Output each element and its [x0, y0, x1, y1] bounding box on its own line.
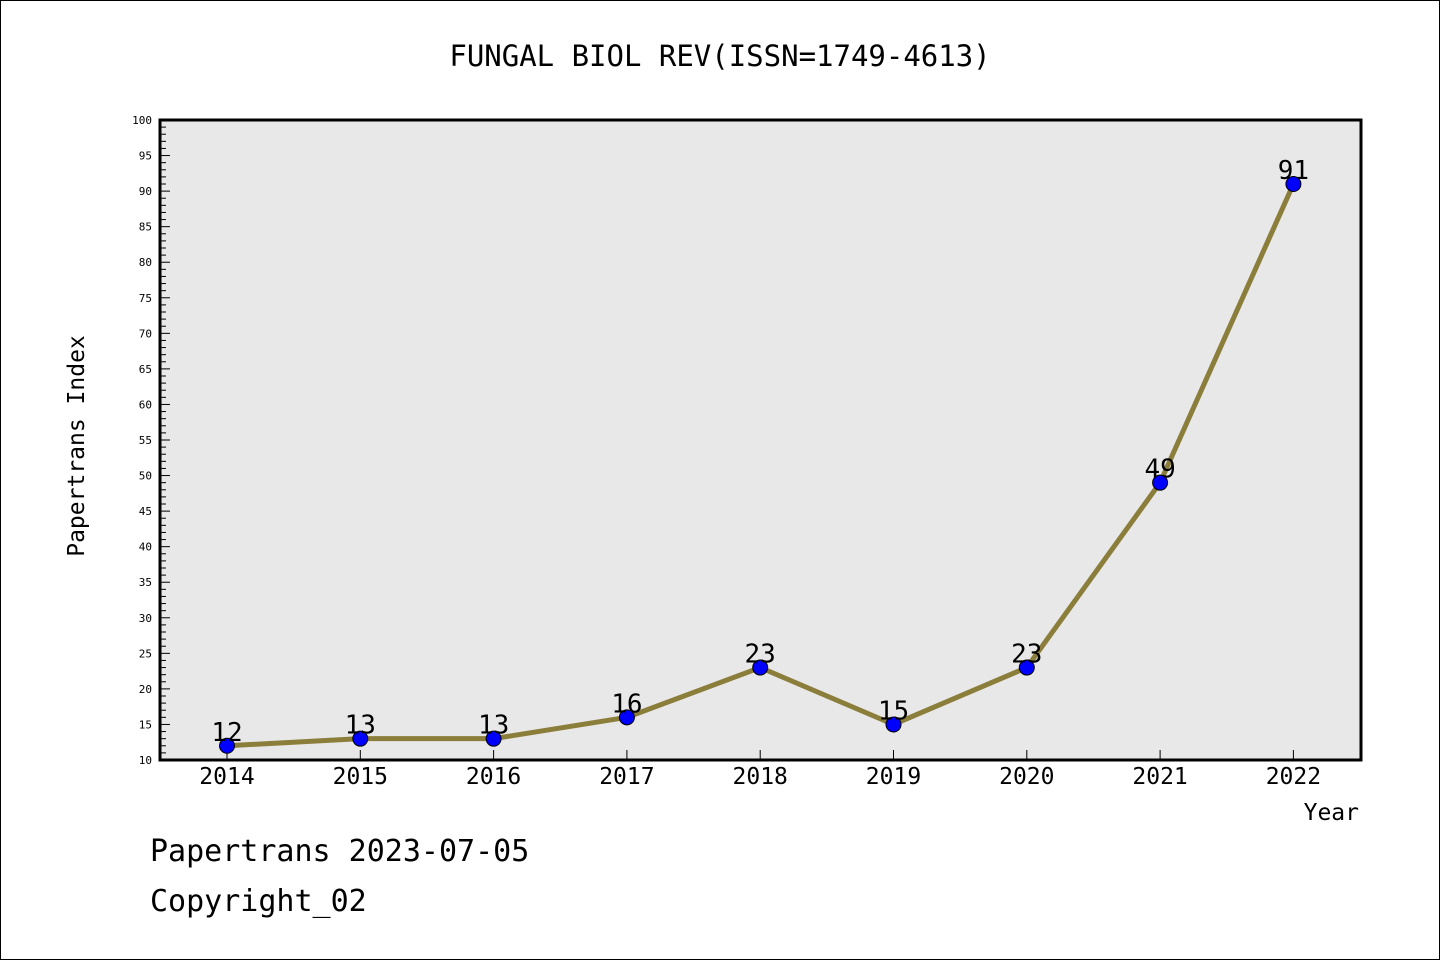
data-point — [618, 709, 635, 726]
x-axis: 2014 2015 2016 2017 2018 2019 2020 2021 2022 — [199, 750, 1321, 790]
y-tick-label: 50 — [139, 470, 152, 483]
data-point — [219, 737, 235, 754]
y-tick-label: 75 — [139, 292, 152, 305]
x-tick-label: 2016 — [466, 764, 521, 790]
data-point — [1018, 659, 1035, 676]
x-tick-label: 2018 — [733, 764, 788, 790]
y-tick-label: 30 — [139, 612, 152, 625]
y-tick-label: 100 — [132, 114, 152, 127]
x-tick-label: 2015 — [333, 764, 388, 790]
footer-date: Papertrans 2023-07-05 — [150, 834, 530, 869]
plot-area — [158, 118, 1363, 762]
chart-title: FUNGAL BIOL REV(ISSN=1749-4613) — [449, 39, 990, 73]
y-axis-label: Papertrans Index — [64, 335, 90, 557]
x-tick-label: 2019 — [866, 764, 921, 790]
data-label: 49 — [1144, 455, 1175, 485]
y-tick-label: 25 — [139, 647, 152, 660]
x-tick-label: 2017 — [599, 764, 654, 790]
y-tick-label: 20 — [139, 683, 152, 696]
x-tick-label: 2021 — [1132, 764, 1187, 790]
data-point — [1152, 474, 1169, 491]
y-tick-label: 55 — [139, 434, 152, 447]
data-label: 23 — [745, 640, 776, 670]
x-axis-label: Year — [1304, 800, 1359, 826]
data-point — [885, 716, 902, 733]
data-point — [352, 730, 369, 747]
y-tick-label: 45 — [139, 505, 152, 518]
y-tick-label: 95 — [139, 150, 152, 163]
y-axis: 10 15 20 25 30 35 40 45 50 55 60 65 70 75 80 85 90 95 100 — [132, 114, 170, 767]
y-tick-label: 80 — [139, 256, 152, 269]
data-point — [752, 659, 769, 676]
y-tick-label: 15 — [139, 718, 152, 731]
data-label: 23 — [1011, 640, 1042, 670]
data-label: 15 — [878, 696, 909, 726]
y-tick-label: 65 — [139, 363, 152, 376]
data-label: 12 — [211, 718, 242, 748]
data-point — [485, 730, 502, 747]
x-tick-label: 2022 — [1266, 764, 1321, 790]
y-tick-label: 10 — [139, 754, 152, 767]
footer-copyright: Copyright_02 — [150, 884, 367, 919]
x-tick-label: 2020 — [999, 764, 1054, 790]
y-tick-label: 85 — [139, 221, 152, 234]
x-tick-label: 2014 — [199, 764, 254, 790]
y-tick-label: 60 — [139, 398, 152, 411]
data-label: 13 — [478, 711, 509, 741]
data-point — [1285, 176, 1302, 192]
y-tick-label: 70 — [139, 327, 152, 340]
data-label: 91 — [1278, 156, 1309, 186]
series-line-group: 12 13 13 16 23 15 23 49 91 — [211, 156, 1309, 754]
y-tick-label: 35 — [139, 576, 152, 589]
data-label: 16 — [611, 689, 642, 719]
y-tick-label: 90 — [139, 185, 152, 198]
y-tick-label: 40 — [139, 541, 152, 554]
data-label: 13 — [345, 711, 376, 741]
